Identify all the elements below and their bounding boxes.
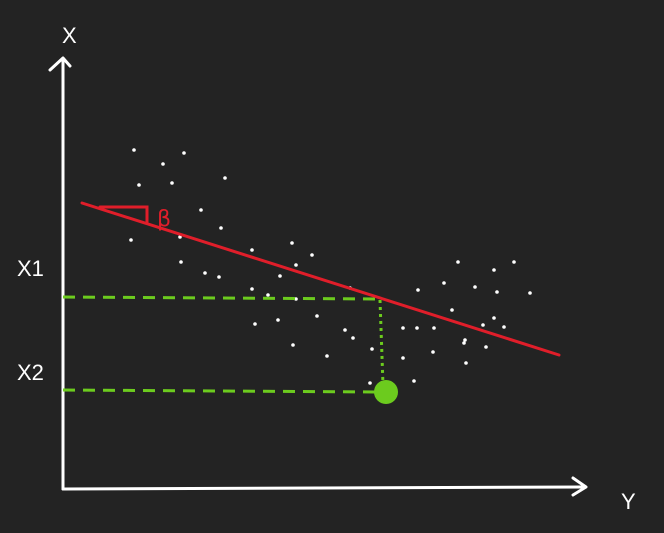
scatter-point	[290, 241, 294, 245]
vertical-axis-arrow-icon	[48, 56, 72, 72]
x1-label: X1	[17, 256, 44, 281]
projection-lines	[62, 295, 385, 394]
scatter-point	[278, 274, 282, 278]
regression-line	[80, 201, 561, 357]
scatter-point	[161, 162, 165, 166]
x-axis-label: X	[62, 23, 77, 48]
x2-projection-line	[62, 388, 381, 394]
scatter-point	[473, 285, 477, 289]
x2-label: X2	[17, 360, 44, 385]
scatter-point	[442, 281, 446, 285]
scatter-point	[343, 328, 347, 332]
scatter-point	[294, 297, 298, 301]
scatter-point	[199, 208, 203, 212]
scatter-point	[528, 291, 532, 295]
regression-line-group	[80, 201, 561, 357]
scatter-points	[129, 148, 532, 385]
scatter-point	[219, 226, 223, 230]
scatter-point	[462, 341, 466, 345]
scatter-point	[492, 268, 496, 272]
scatter-point	[401, 326, 405, 330]
scatter-point	[179, 260, 183, 264]
scatter-point	[450, 308, 454, 312]
scatter-point	[250, 287, 254, 291]
scatter-point	[266, 293, 270, 297]
scatter-point	[416, 288, 420, 292]
scatter-point	[481, 323, 485, 327]
scatter-point	[310, 253, 314, 257]
scatter-point	[182, 151, 186, 155]
highlighted-point	[374, 380, 398, 404]
scatter-point	[463, 338, 467, 342]
scatter-point	[276, 318, 280, 322]
scatter-point	[203, 271, 207, 275]
y-axis-label: Y	[621, 489, 636, 514]
scatter-point	[253, 322, 257, 326]
scatter-point	[502, 325, 506, 329]
horizontal-axis	[61, 476, 588, 497]
x1-projection-line	[62, 295, 378, 301]
scatter-point	[325, 354, 329, 358]
scatter-point	[132, 148, 136, 152]
scatter-point	[217, 275, 221, 279]
horizontal-axis-line	[61, 485, 587, 491]
vertical-residual-line	[378, 299, 385, 386]
scatter-point	[432, 326, 436, 330]
scatter-point	[250, 248, 254, 252]
scatter-point	[456, 260, 460, 264]
scatter-point	[137, 183, 141, 187]
scatter-point	[370, 347, 374, 351]
scatter-point	[495, 290, 499, 294]
scatter-point	[294, 263, 298, 267]
vertical-axis	[48, 56, 72, 491]
scatter-point	[484, 345, 488, 349]
scatter-point	[351, 336, 355, 340]
horizontal-axis-arrow-icon	[571, 476, 588, 497]
scatter-point	[431, 350, 435, 354]
scatter-point	[512, 260, 516, 264]
scatter-point	[223, 176, 227, 180]
scatter-point	[315, 314, 319, 318]
scatter-point	[492, 316, 496, 320]
scatter-point	[129, 238, 133, 242]
slope-angle-marker	[98, 205, 149, 224]
scatter-point	[368, 381, 372, 385]
beta-label: β	[157, 207, 171, 232]
scatter-point	[415, 326, 419, 330]
scatter-point	[170, 181, 174, 185]
scatter-point	[401, 356, 405, 360]
scatter-point	[464, 361, 468, 365]
scatter-point	[291, 343, 295, 347]
scatter-point	[178, 235, 182, 239]
scatter-point	[412, 379, 416, 383]
